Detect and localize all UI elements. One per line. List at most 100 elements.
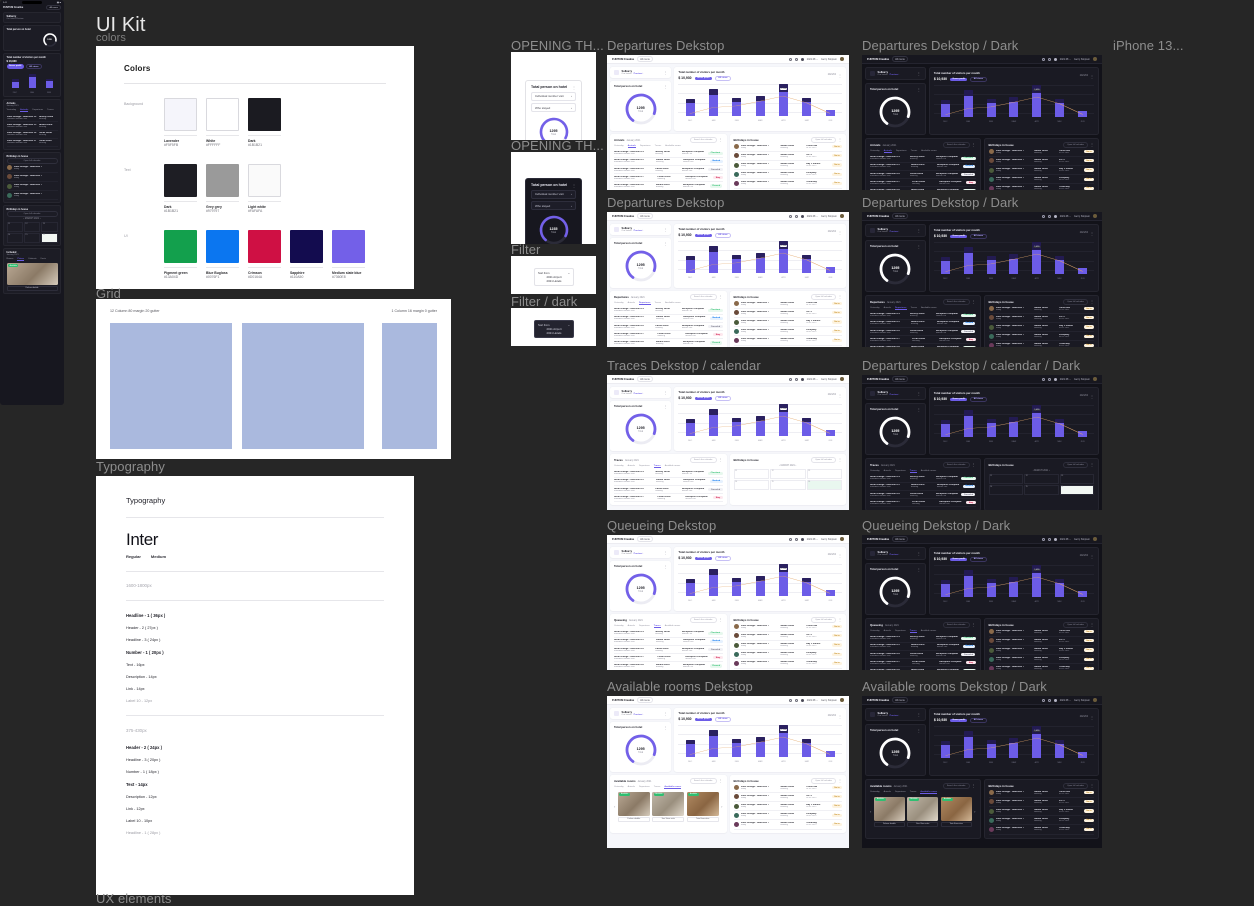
data-table-card[interactable]: Birthdays in house Open full calendar ⋮ Hot…	[983, 618, 1099, 670]
hotel-card[interactable]: Sulbarry Our hotels Preview › ⋮	[865, 387, 926, 400]
status-badge[interactable]: Checkout	[708, 631, 723, 635]
data-table-card[interactable]: Traces January 2021 Search the calendar ⋮ Ye…	[865, 458, 981, 510]
legend-gross-profit[interactable]: Gross profit	[950, 397, 968, 401]
data-table-card[interactable]: Departures January 2021 Search the calenda…	[610, 291, 727, 347]
avatar[interactable]	[840, 377, 844, 381]
date-selector[interactable]: 2021.08 ⌄	[806, 214, 819, 218]
all-menu-button[interactable]: All menu	[892, 56, 908, 62]
legend-all-views[interactable]: All views	[970, 717, 987, 723]
status-badge[interactable]: Cleaned	[709, 184, 723, 188]
data-table-card[interactable]: Birthdays in house Open full calendar ⋮ Hot…	[983, 295, 1099, 347]
legend-all-views[interactable]: All views	[714, 555, 732, 561]
data-table-card[interactable]: Birthdays in house Open full calendar ⋮ Hot…	[729, 775, 846, 833]
visitors-chart-card[interactable]: Total number of visitors per month $ 10,9…	[674, 708, 846, 772]
legend-all-views[interactable]: All views	[970, 556, 987, 562]
frame-grid[interactable]: 12 Column 80 margin 20 gutter 1 Column 1…	[96, 299, 451, 459]
table-row[interactable]: Hotel Orange - Bedroom 7 Today James Bond B…	[988, 166, 1094, 176]
status-badge[interactable]: Canceled	[961, 172, 976, 177]
avatar[interactable]	[840, 537, 844, 541]
avatar[interactable]	[840, 698, 844, 702]
calendar-cell[interactable]: 13	[806, 468, 842, 479]
more-icon[interactable]: ⋮	[1090, 714, 1094, 720]
status-badge[interactable]: Go to	[1083, 639, 1094, 643]
room-card[interactable]: Available Sea View suite	[907, 796, 939, 827]
color-swatch[interactable]: Lavender #F5F5FB	[164, 98, 197, 148]
bar[interactable]	[28, 73, 36, 89]
legend-gross-profit[interactable]: Gross profit	[694, 717, 712, 721]
status-badge[interactable]: Go to	[1083, 307, 1094, 311]
more-icon[interactable]: ⋮	[1090, 142, 1094, 148]
more-icon[interactable]: ⋮	[971, 622, 976, 628]
status-badge[interactable]: Canceled	[708, 487, 723, 492]
table-search-button[interactable]: Open full calendar	[1063, 142, 1088, 148]
more-icon[interactable]: ⋮	[916, 86, 921, 92]
calendar-cell[interactable]: 16	[41, 232, 58, 243]
table-row[interactable]: Hotel Orange - Bedroom 17 Individual numb…	[870, 336, 976, 345]
table-row[interactable]: Hotel Orange - Bedroom 16 Individual numb…	[6, 131, 58, 139]
bar[interactable]	[732, 98, 742, 116]
chevron-right-icon[interactable]: ›	[571, 105, 572, 110]
table-row[interactable]: Hotel Orange - Bedroom 7 Today James Bond B…	[988, 341, 1094, 347]
total-person-card[interactable]: Total person on hotel 1295	[3, 25, 61, 51]
legend-gross-profit[interactable]: Gross profit	[6, 64, 24, 70]
more-icon[interactable]: ⋮	[1090, 230, 1094, 236]
bar[interactable]	[1078, 430, 1088, 437]
tab-departures[interactable]: Departures	[638, 624, 650, 627]
bar[interactable]	[802, 254, 812, 273]
status-badge[interactable]: Go to	[831, 181, 842, 186]
bar[interactable]	[708, 245, 718, 273]
date-selector[interactable]: 2021.08 ⌄	[1059, 698, 1072, 702]
bell-icon[interactable]	[1047, 214, 1051, 218]
bar[interactable]	[825, 266, 835, 273]
more-icon[interactable]: ⋮	[718, 294, 723, 300]
hotel-card[interactable]: Sulbarry Our hotels Preview › ⋮	[610, 224, 672, 235]
date-selector[interactable]: 2021.08 ⌄	[806, 698, 819, 702]
table-row[interactable]: Hotel Orange - Bedroom 7 Today James Bond B…	[988, 157, 1094, 166]
bar[interactable]	[755, 576, 765, 596]
more-icon[interactable]: ⋮	[838, 457, 842, 463]
all-menu-button[interactable]: All menu	[637, 697, 653, 703]
bar[interactable]	[1009, 417, 1019, 437]
calendar-cell[interactable]: 16	[1059, 484, 1094, 495]
hotel-card[interactable]: Sulbarry Our hotels Preview › ⋮	[865, 67, 926, 80]
bell-icon[interactable]	[1047, 377, 1051, 381]
tab-arrivals[interactable]: Arrivals	[883, 629, 891, 632]
color-chip[interactable]	[206, 164, 239, 197]
table-row[interactable]: Hotel Orange - Bedroom 7 Today James Bond B…	[988, 323, 1094, 333]
tab-yesterday[interactable]: Yesterday	[870, 629, 880, 632]
tab-traces[interactable]: Traces	[654, 144, 662, 147]
tab-departures[interactable]: Departures	[638, 464, 650, 467]
legend-gross-profit[interactable]: Gross profit	[694, 396, 712, 400]
data-table-card[interactable]: Birthdays in house Open full calendar ⋮ Hot…	[729, 291, 846, 347]
tab-facts[interactable]: Facts	[40, 257, 47, 260]
more-icon[interactable]: ⋮	[971, 783, 976, 789]
color-swatch[interactable]: Dark #1B1B21	[248, 98, 281, 148]
table-row[interactable]: Hotel Orange - Bedroom 7 Today James Bond B…	[988, 664, 1094, 670]
status-badge[interactable]: Go to	[831, 795, 842, 799]
table-row[interactable]: Hotel Orange - Bedroom 16 Individual numb…	[870, 328, 976, 337]
table-row[interactable]: Hotel Orange - Bedroom 15 Individual numb…	[870, 643, 976, 651]
total-person-card[interactable]: Total person on hotel ⋮ 1295 Total	[610, 401, 672, 451]
table-search-button[interactable]: Open full calendar	[811, 617, 836, 623]
avatar[interactable]	[1093, 214, 1097, 218]
table-search-button[interactable]: Search the calendar	[942, 142, 970, 148]
table-row[interactable]: Hotel Orange - Bedroom 7 Today James Bond B…	[733, 143, 842, 152]
table-row[interactable]: Hotel Orange - Bedroom 16 Individual numb…	[870, 491, 976, 500]
tab-available-rooms[interactable]: Available rooms	[664, 464, 681, 467]
tab-cabinets[interactable]: Cabinets	[28, 257, 37, 260]
metric-row[interactable]: Who stayed ›	[531, 201, 576, 210]
table-row[interactable]: Hotel Orange - Bedroom 7 Today James Bond B…	[733, 170, 842, 180]
table-row[interactable]: Hotel Orange - Bedroom 15 Individual numb…	[6, 122, 58, 131]
legend-all-views[interactable]: All views	[970, 396, 987, 402]
total-person-card[interactable]: Total person on hotel ⋮ 1295 Total	[610, 561, 672, 611]
bar[interactable]	[685, 98, 695, 116]
legend-gross-profit[interactable]: Gross profit	[950, 557, 968, 561]
legend-gross-profit[interactable]: Gross profit	[950, 718, 968, 722]
bell-icon[interactable]	[794, 377, 798, 381]
status-badge[interactable]: Go to	[1083, 159, 1094, 163]
bar[interactable]	[708, 568, 718, 596]
more-icon[interactable]: ⋮	[971, 299, 976, 305]
user-name[interactable]: Gerry Simpson	[821, 537, 837, 541]
calendar-cell[interactable]: 11	[6, 221, 23, 232]
hotel-preview-link[interactable]: Preview ›	[889, 715, 900, 717]
